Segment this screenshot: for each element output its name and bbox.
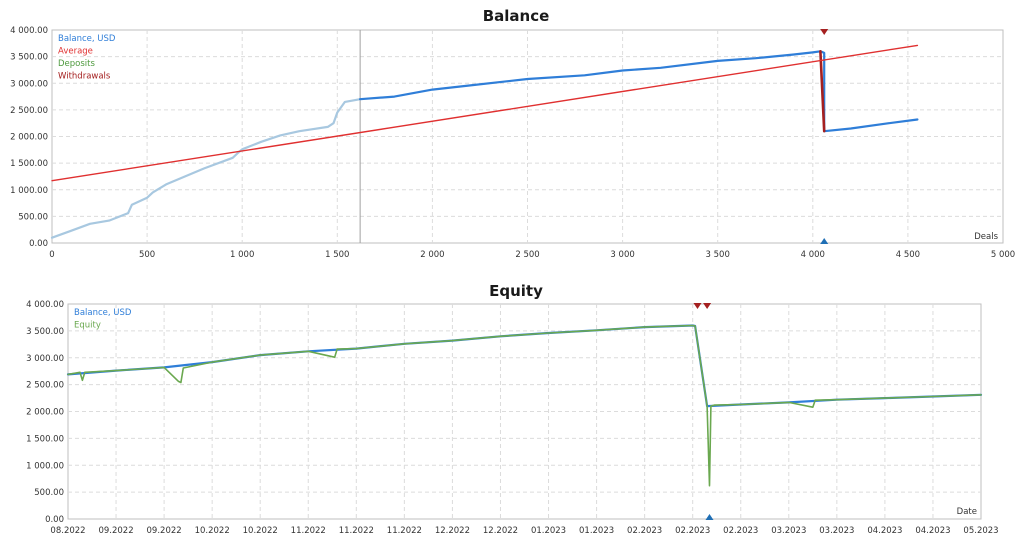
- y-tick-label: 3 500.00: [26, 327, 64, 337]
- x-tick-label: 10.2022: [195, 526, 230, 536]
- series-line-average: [51, 44, 919, 182]
- y-tick-label: 2 000.00: [26, 408, 64, 418]
- equity-x-ticks: 08.2022 09.2022 09.2022 10.2022 10.2022 11.20…: [50, 526, 998, 536]
- legend-entry: Withdrawals: [58, 72, 111, 82]
- legend-entry: Equity: [74, 321, 101, 331]
- x-tick-label: 09.2022: [147, 526, 182, 536]
- balance-series: [50, 30, 919, 243]
- y-tick-label: 3 500.00: [10, 53, 48, 63]
- legend-entry: Balance, USD: [58, 34, 116, 44]
- x-tick-label: 04.2023: [867, 526, 902, 536]
- y-tick-label: 2 000.00: [10, 133, 48, 143]
- deposit-marker: [705, 514, 714, 520]
- x-tick-label: 1 500: [325, 250, 349, 260]
- series-line-balance-usd-out-of-sample: [359, 50, 919, 133]
- balance-markers: [820, 29, 829, 244]
- balance-chart-title: Balance: [483, 7, 550, 25]
- balance-x-ticks: 0 500 1 000 1 500 2 000 2 500 3 000 3 500 4 000 4…: [49, 250, 1015, 260]
- balance-y-ticks: 0.00 500.00 1 000.00 1 500.00 2 000.00 2 500.…: [10, 26, 48, 249]
- y-tick-label: 1 500.00: [26, 434, 64, 444]
- x-tick-label: 4 000: [801, 250, 825, 260]
- x-tick-label: 01.2023: [579, 526, 614, 536]
- x-tick-label: 0: [49, 250, 54, 260]
- x-tick-label: 12.2022: [483, 526, 518, 536]
- equity-chart-title: Equity: [489, 282, 543, 300]
- legend-entry: Balance, USD: [74, 308, 132, 318]
- x-tick-label: 02.2023: [723, 526, 758, 536]
- x-tick-label: 4 500: [896, 250, 920, 260]
- x-tick-label: 02.2023: [627, 526, 662, 536]
- y-tick-label: 3 000.00: [10, 79, 48, 89]
- withdrawal-marker: [693, 303, 702, 309]
- withdrawal-marker: [820, 29, 829, 35]
- legend-entry: Deposits: [58, 59, 95, 69]
- x-tick-label: 04.2023: [915, 526, 950, 536]
- legend-entry: Average: [58, 47, 93, 57]
- x-tick-label: 2 500: [515, 250, 539, 260]
- balance-chart: Balance 0.00 500.00 1 000.00 1 500.00 2 000.…: [10, 7, 1015, 260]
- equity-legend: Balance, USD Equity: [74, 308, 132, 331]
- equity-markers: [693, 303, 714, 520]
- y-tick-label: 1 000.00: [10, 186, 48, 196]
- x-tick-label: 09.2022: [98, 526, 133, 536]
- y-tick-label: 0.00: [45, 515, 64, 525]
- x-tick-label: 08.2022: [50, 526, 85, 536]
- y-tick-label: 4 000.00: [10, 26, 48, 36]
- x-tick-label: 03.2023: [819, 526, 854, 536]
- balance-legend: Balance, USD Average Deposits Withdrawals: [58, 34, 116, 82]
- series-line-withdrawal: [819, 49, 826, 133]
- x-tick-label: 02.2023: [675, 526, 710, 536]
- x-tick-label: 01.2023: [531, 526, 566, 536]
- x-tick-label: 03.2023: [771, 526, 806, 536]
- balance-x-axis-label: Deals: [974, 232, 998, 242]
- x-tick-label: 1 000: [230, 250, 254, 260]
- y-tick-label: 1 500.00: [10, 159, 48, 169]
- x-tick-label: 11.2022: [291, 526, 326, 536]
- x-tick-label: 10.2022: [243, 526, 278, 536]
- x-tick-label: 2 000: [420, 250, 444, 260]
- x-tick-label: 12.2022: [435, 526, 470, 536]
- y-tick-label: 500.00: [34, 488, 64, 498]
- y-tick-label: 0.00: [29, 239, 48, 249]
- x-tick-label: 05.2023: [963, 526, 998, 536]
- y-tick-label: 2 500.00: [10, 106, 48, 116]
- y-tick-label: 4 000.00: [26, 300, 64, 310]
- x-tick-label: 500: [139, 250, 155, 260]
- y-tick-label: 2 500.00: [26, 381, 64, 391]
- series-line-balance-usd-in-sample: [50, 98, 362, 239]
- y-tick-label: 500.00: [18, 212, 48, 222]
- equity-chart: Equity 0.00 500.00 1 000.00 1 500.00 2 000.0…: [26, 282, 998, 536]
- series-line-equity: [67, 324, 982, 487]
- x-tick-label: 3 000: [610, 250, 634, 260]
- equity-y-ticks: 0.00 500.00 1 000.00 1 500.00 2 000.00 2 500.…: [26, 300, 64, 525]
- equity-series: [66, 324, 983, 487]
- x-tick-label: 3 500: [706, 250, 730, 260]
- x-tick-label: 11.2022: [339, 526, 374, 536]
- equity-x-axis-label: Date: [957, 507, 977, 517]
- deposit-marker: [820, 238, 829, 244]
- withdrawal-marker: [703, 303, 712, 309]
- x-tick-label: 11.2022: [387, 526, 422, 536]
- equity-grid: [68, 304, 981, 519]
- x-tick-label: 5 000: [991, 250, 1015, 260]
- y-tick-label: 3 000.00: [26, 354, 64, 364]
- y-tick-label: 1 000.00: [26, 461, 64, 471]
